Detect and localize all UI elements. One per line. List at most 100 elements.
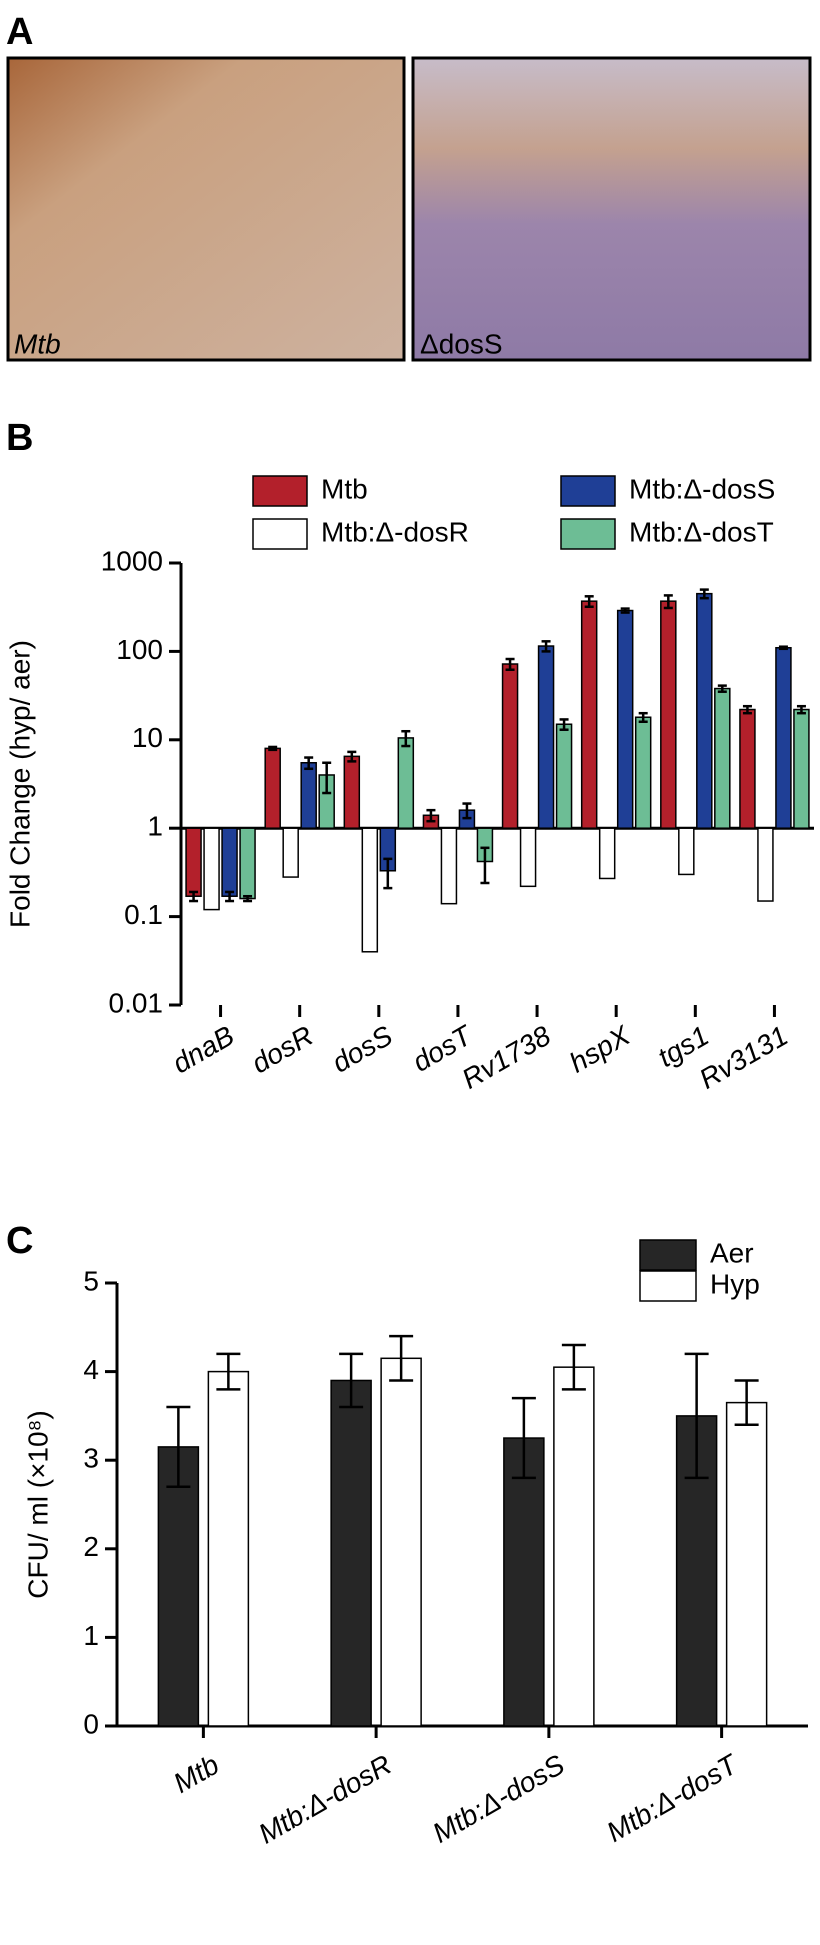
error-bar bbox=[389, 1334, 414, 1382]
bar bbox=[580, 600, 598, 829]
bar bbox=[696, 592, 713, 829]
legend-swatch bbox=[639, 1270, 697, 1302]
x-tick-label: dosS bbox=[327, 1020, 398, 1079]
bar bbox=[775, 646, 792, 829]
bar bbox=[157, 1446, 200, 1727]
error-bar bbox=[339, 1352, 364, 1409]
bar bbox=[282, 827, 299, 878]
y-tick-label: 2 bbox=[83, 1531, 99, 1562]
y-tick-label: 0.01 bbox=[109, 987, 164, 1018]
bar bbox=[616, 609, 634, 829]
error-bar bbox=[638, 711, 648, 724]
bar bbox=[300, 762, 317, 829]
bar bbox=[598, 827, 616, 880]
bar bbox=[343, 755, 361, 829]
legend-swatch bbox=[252, 475, 308, 507]
error-bar bbox=[742, 704, 752, 715]
error-bar bbox=[734, 1379, 759, 1427]
y-axis-label: Fold Change (hyp/ aer) bbox=[4, 640, 35, 928]
x-tick-label: Mtb:Δ-dosR bbox=[253, 1749, 397, 1850]
bar bbox=[793, 708, 810, 829]
error-bar bbox=[462, 802, 472, 820]
y-tick-label: 10 bbox=[132, 722, 163, 753]
y-tick-label: 0.1 bbox=[124, 899, 163, 930]
bar bbox=[714, 687, 731, 829]
panel-label: A bbox=[6, 11, 33, 53]
bar bbox=[203, 827, 220, 911]
error-bar bbox=[684, 1352, 709, 1480]
error-bar bbox=[166, 1405, 191, 1489]
error-bar bbox=[717, 684, 727, 693]
bar bbox=[503, 1437, 545, 1727]
legend-swatch bbox=[560, 475, 616, 507]
bar bbox=[397, 737, 415, 829]
bar bbox=[555, 723, 573, 829]
bar bbox=[725, 1401, 768, 1727]
legend-label: Mtb:Δ-dosS bbox=[629, 473, 775, 504]
error-bar bbox=[322, 761, 332, 795]
bar bbox=[440, 827, 458, 905]
bar bbox=[207, 1370, 250, 1727]
error-bar bbox=[778, 645, 788, 651]
error-bar bbox=[480, 846, 490, 885]
y-tick-label: 1000 bbox=[101, 545, 163, 576]
error-bar bbox=[216, 1352, 241, 1391]
bar bbox=[537, 645, 555, 829]
legend-label: Aer bbox=[710, 1237, 754, 1268]
error-bar bbox=[268, 745, 278, 752]
error-bar bbox=[559, 718, 569, 731]
bar bbox=[634, 716, 652, 829]
legend-swatch bbox=[252, 518, 308, 550]
legend-swatch bbox=[560, 518, 616, 550]
legend-label: Mtb:Δ-dosR bbox=[321, 516, 469, 547]
bar bbox=[678, 827, 695, 876]
y-tick-label: 3 bbox=[83, 1443, 99, 1474]
error-bar bbox=[796, 704, 806, 715]
micrograph bbox=[411, 56, 812, 362]
y-tick-label: 0 bbox=[83, 1708, 99, 1739]
error-bar bbox=[383, 857, 393, 890]
bar bbox=[380, 1357, 422, 1727]
error-bar bbox=[511, 1396, 536, 1480]
x-tick-label: hspX bbox=[564, 1019, 636, 1078]
error-bar bbox=[561, 1343, 586, 1391]
bar bbox=[264, 747, 281, 829]
bar bbox=[660, 600, 677, 829]
bar bbox=[757, 827, 774, 902]
y-tick-label: 100 bbox=[116, 634, 163, 665]
image-label: ΔdosS bbox=[420, 328, 503, 359]
y-tick-label: 1 bbox=[83, 1620, 99, 1651]
bar bbox=[519, 827, 537, 888]
error-bar bbox=[426, 808, 436, 823]
error-bar bbox=[401, 729, 411, 748]
y-tick-label: 4 bbox=[83, 1354, 99, 1385]
error-bar bbox=[243, 894, 253, 903]
bar bbox=[221, 827, 238, 897]
error-bar bbox=[584, 595, 594, 608]
x-tick-label: Mtb bbox=[168, 1749, 224, 1799]
y-axis-label: CFU/ ml (×10⁸) bbox=[22, 1410, 53, 1598]
x-tick-label: Rv3131 bbox=[694, 1020, 793, 1095]
bar bbox=[501, 663, 519, 829]
y-tick-label: 5 bbox=[83, 1265, 99, 1296]
error-bar bbox=[225, 890, 235, 903]
error-bar bbox=[620, 607, 630, 614]
error-bar bbox=[663, 594, 673, 610]
legend-label: Mtb:Δ-dosT bbox=[629, 516, 774, 547]
micrograph bbox=[6, 56, 406, 362]
error-bar bbox=[304, 756, 314, 771]
bar bbox=[330, 1379, 372, 1727]
y-tick-label: 1 bbox=[147, 811, 163, 842]
error-bar bbox=[505, 657, 515, 672]
legend-label: Hyp bbox=[710, 1268, 760, 1299]
error-bar bbox=[699, 588, 709, 600]
legend-label: Mtb bbox=[321, 473, 368, 504]
x-tick-label: Mtb:Δ-dosT bbox=[601, 1748, 744, 1848]
bar bbox=[361, 827, 379, 953]
panel-label: B bbox=[6, 417, 33, 459]
error-bar bbox=[541, 640, 551, 653]
x-tick-label: dosR bbox=[246, 1020, 318, 1080]
panel-label: C bbox=[6, 1220, 33, 1262]
